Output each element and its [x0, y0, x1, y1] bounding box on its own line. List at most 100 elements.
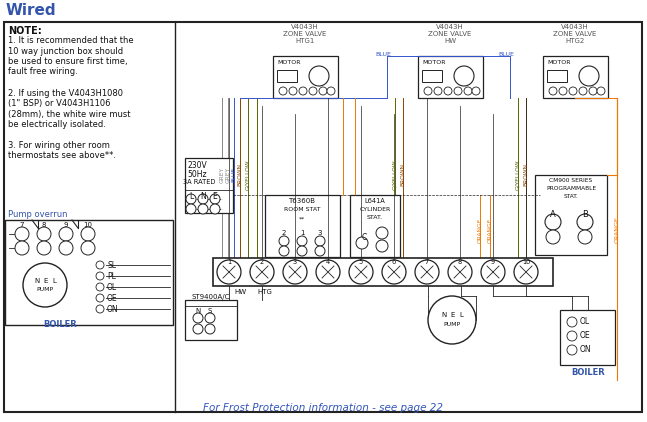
Text: S: S [208, 308, 212, 314]
Text: PL: PL [107, 272, 116, 281]
Bar [265, 195, 340, 257]
Text: B: B [582, 210, 588, 219]
Circle shape [579, 87, 587, 95]
Circle shape [382, 260, 406, 284]
Bar [277, 70, 297, 82]
Text: V4043H
ZONE VALVE
HTG2: V4043H ZONE VALVE HTG2 [553, 24, 597, 44]
Text: ORANGE: ORANGE [615, 216, 619, 243]
Text: 2. If using the V4043H1080: 2. If using the V4043H1080 [8, 89, 123, 97]
Circle shape [205, 313, 215, 323]
Text: For Frost Protection information - see page 22: For Frost Protection information - see p… [203, 403, 443, 413]
Text: 10 way junction box should: 10 way junction box should [8, 46, 123, 56]
Text: T6360B: T6360B [289, 198, 316, 204]
Circle shape [37, 241, 51, 255]
Circle shape [424, 87, 432, 95]
Text: BROWN: BROWN [523, 163, 529, 187]
Bar [213, 258, 553, 286]
Circle shape [210, 194, 220, 204]
Text: Pump overrun: Pump overrun [8, 210, 67, 219]
Circle shape [472, 87, 480, 95]
Circle shape [309, 87, 317, 95]
Bar [273, 56, 338, 98]
Text: C: C [362, 233, 367, 242]
Text: GREY: GREY [226, 167, 230, 183]
Circle shape [546, 230, 560, 244]
Bar [418, 56, 483, 98]
Circle shape [444, 87, 452, 95]
Text: 1: 1 [227, 259, 231, 265]
Circle shape [315, 236, 325, 246]
Text: 9: 9 [64, 222, 68, 228]
Circle shape [81, 241, 95, 255]
Text: PUMP: PUMP [36, 287, 54, 292]
Circle shape [589, 87, 597, 95]
Text: HTG: HTG [258, 289, 272, 295]
Circle shape [299, 87, 307, 95]
Text: OL: OL [107, 283, 117, 292]
Text: OE: OE [107, 294, 118, 303]
Circle shape [577, 214, 593, 230]
Circle shape [428, 296, 476, 344]
Circle shape [59, 241, 73, 255]
Text: V4043H
ZONE VALVE
HTG1: V4043H ZONE VALVE HTG1 [283, 24, 327, 44]
Text: 9: 9 [491, 259, 495, 265]
Text: 3A RATED: 3A RATED [183, 179, 215, 185]
Circle shape [315, 246, 325, 256]
Circle shape [96, 305, 104, 313]
Circle shape [549, 87, 557, 95]
Text: BROWN: BROWN [237, 163, 243, 187]
Text: STAT.: STAT. [564, 194, 578, 199]
Text: 4: 4 [326, 259, 330, 265]
Text: CM900 SERIES: CM900 SERIES [549, 178, 593, 183]
Circle shape [198, 204, 208, 214]
Text: ON: ON [580, 345, 591, 354]
Circle shape [448, 260, 472, 284]
Circle shape [327, 87, 335, 95]
Circle shape [309, 66, 329, 86]
Text: MOTOR: MOTOR [422, 60, 446, 65]
Text: 3: 3 [293, 259, 297, 265]
Text: N: N [34, 278, 39, 284]
Circle shape [96, 283, 104, 291]
Text: 2: 2 [260, 259, 264, 265]
Circle shape [316, 260, 340, 284]
Bar [5, 220, 173, 325]
Circle shape [567, 331, 577, 341]
Circle shape [81, 227, 95, 241]
Circle shape [567, 345, 577, 355]
Text: 8: 8 [42, 222, 46, 228]
Text: NOTE:: NOTE: [8, 26, 42, 36]
Text: fault free wiring.: fault free wiring. [8, 68, 78, 76]
Text: 7: 7 [20, 222, 24, 228]
Bar [185, 158, 233, 213]
Text: BOILER: BOILER [571, 368, 605, 377]
Text: Wired: Wired [6, 3, 57, 18]
Text: (28mm), the white wire must: (28mm), the white wire must [8, 109, 131, 119]
Text: E: E [213, 192, 217, 201]
Circle shape [454, 66, 474, 86]
Circle shape [15, 227, 29, 241]
Circle shape [210, 204, 220, 214]
Text: V4043H
ZONE VALVE
HW: V4043H ZONE VALVE HW [428, 24, 472, 44]
Circle shape [96, 272, 104, 280]
Circle shape [283, 260, 307, 284]
Text: BROWN: BROWN [400, 163, 406, 187]
Bar [350, 195, 400, 257]
Bar [185, 300, 237, 340]
Text: L641A: L641A [365, 198, 386, 204]
Bar [422, 70, 442, 82]
Circle shape [297, 236, 307, 246]
Circle shape [569, 87, 577, 95]
Text: E: E [450, 312, 454, 318]
Text: STAT.: STAT. [367, 215, 383, 220]
Text: 6: 6 [392, 259, 396, 265]
Circle shape [376, 240, 388, 252]
Bar [547, 70, 567, 82]
Text: G/YELLOW: G/YELLOW [393, 160, 397, 190]
Circle shape [567, 317, 577, 327]
Text: PROGRAMMABLE: PROGRAMMABLE [546, 186, 596, 191]
Text: N: N [441, 312, 446, 318]
Text: SL: SL [107, 261, 116, 270]
Circle shape [415, 260, 439, 284]
Circle shape [559, 87, 567, 95]
